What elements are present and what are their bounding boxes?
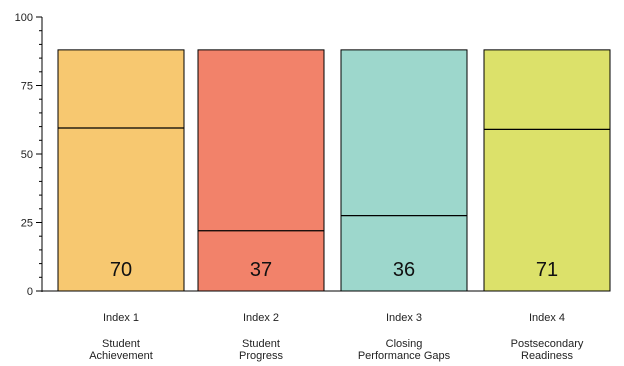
category-name-label: Achievement xyxy=(89,350,153,362)
index-bar xyxy=(57,49,185,292)
score-label: 71 xyxy=(536,259,558,281)
category-name-label: Student xyxy=(242,338,280,350)
score-label: 36 xyxy=(393,259,415,281)
score-label: 37 xyxy=(250,259,272,281)
category-name-label: Performance Gaps xyxy=(358,350,451,362)
index-bar xyxy=(197,49,325,292)
y-tick-label: 50 xyxy=(21,149,33,161)
category-name-label: Readiness xyxy=(521,350,573,362)
category-name-label: Progress xyxy=(239,350,284,362)
index-label: Index 2 xyxy=(243,312,279,324)
y-tick-label: 75 xyxy=(21,81,33,93)
index-bar xyxy=(340,49,468,292)
score-label: 70 xyxy=(110,259,132,281)
bars: 70 37 36 71 xyxy=(57,49,611,292)
y-tick-label: 0 xyxy=(27,286,33,298)
category-name-label: Postsecondary xyxy=(511,338,584,350)
category-name-label: Student xyxy=(102,338,140,350)
index-label: Index 4 xyxy=(529,312,565,324)
index-label: Index 3 xyxy=(386,312,422,324)
index-bar xyxy=(483,49,611,292)
y-tick-label: 100 xyxy=(15,12,33,24)
y-tick-label: 25 xyxy=(21,218,33,230)
index-label: Index 1 xyxy=(103,312,139,324)
category-name-label: Closing xyxy=(386,338,423,350)
